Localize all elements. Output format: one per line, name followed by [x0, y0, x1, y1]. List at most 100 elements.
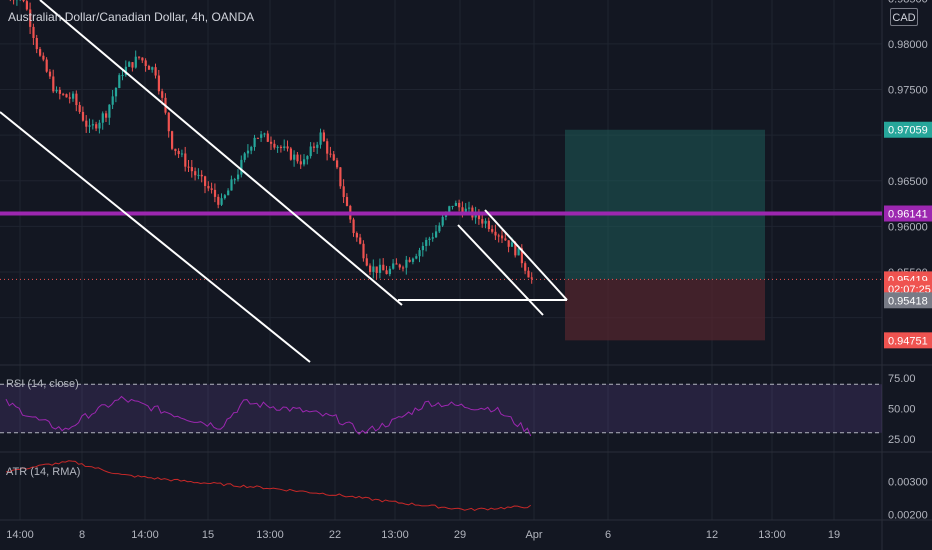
candle-body [167, 112, 170, 132]
candle-body [240, 159, 243, 175]
candle-body [260, 134, 263, 138]
price-badge [884, 292, 932, 309]
price-badge [884, 205, 932, 222]
candle-body [91, 124, 94, 126]
atr-tick-label: 0.00200 [888, 510, 928, 522]
candle-body [213, 189, 217, 197]
candle-body [418, 250, 421, 257]
price-badge-label: 0.95418 [888, 295, 928, 307]
candle-body [359, 237, 362, 244]
candle-body [299, 161, 302, 165]
candle-body [194, 171, 197, 176]
time-tick-label: 14:00 [131, 529, 159, 541]
candle-body [316, 144, 319, 148]
candle-body [392, 263, 395, 269]
candle-body [520, 248, 523, 264]
candle-body [35, 37, 38, 50]
candle-body [497, 235, 500, 237]
candle-body [448, 206, 451, 213]
candle-body [134, 56, 137, 68]
candle-body [458, 202, 461, 208]
candle-body [329, 153, 332, 155]
candle-body [111, 96, 114, 105]
candle-body [530, 277, 533, 279]
time-axis[interactable]: 14:00 8 14:00 15 13:00 22 13:00 29 Apr 6 12 13:00 19 [6, 529, 840, 541]
price-tick-label: 0.97500 [888, 85, 928, 97]
candle-body [352, 219, 355, 234]
candle-body [263, 133, 266, 135]
candle-body [121, 75, 124, 77]
candle-body [227, 190, 230, 196]
candle-body [81, 111, 85, 121]
candle-body [154, 67, 157, 76]
candle-body [250, 146, 253, 151]
candle-body [279, 146, 283, 148]
price-badge [884, 332, 932, 349]
candle-body [283, 146, 286, 148]
candle-body [332, 154, 335, 161]
candle-body [230, 179, 233, 191]
rsi-label[interactable]: RSI (14, close) [6, 378, 79, 390]
candle-body [517, 248, 520, 256]
candle-body [388, 268, 391, 275]
candle-body [345, 197, 349, 206]
candle-body [75, 93, 78, 106]
candle-body [428, 238, 431, 241]
candle-body [243, 153, 246, 160]
candle-body [174, 148, 177, 151]
candle-body [336, 160, 339, 168]
candle-body [253, 137, 256, 147]
candle-body [138, 56, 141, 58]
candle-body [161, 91, 164, 98]
candle-body [29, 9, 32, 27]
candle-body [256, 137, 259, 139]
candle-body [42, 55, 45, 60]
candle-body [395, 263, 398, 265]
candle-body [95, 124, 98, 129]
price-tick-label: 0.98500 [888, 0, 928, 5]
candle-body [151, 67, 154, 70]
candle-body [98, 122, 101, 129]
candle-body [461, 207, 464, 215]
trend-drawings[interactable] [0, 0, 882, 363]
candle-body [105, 113, 108, 118]
candle-body [171, 131, 174, 149]
candle-body [72, 93, 75, 99]
candle-body [184, 153, 187, 167]
price-axis[interactable]: 0.985000.980000.975000.965000.960000.955… [884, 0, 932, 522]
candle-body [375, 266, 378, 273]
time-tick-label: 8 [79, 529, 85, 541]
candle-body [131, 62, 134, 68]
candle-body [55, 89, 58, 92]
candle-body [293, 154, 296, 160]
price-badge-label: 0.97059 [888, 125, 928, 137]
candle-body [124, 66, 127, 76]
candle-body [88, 125, 91, 127]
candle-body [45, 59, 48, 72]
candle-body [237, 174, 240, 180]
symbol-title[interactable]: Australian Dollar/Canadian Dollar, 4h, O… [8, 10, 255, 24]
candle-body [415, 256, 418, 259]
atr-line [5, 460, 531, 512]
candle-body [507, 240, 510, 247]
atr-panel [5, 460, 531, 512]
price-tick-label: 0.98000 [888, 39, 928, 51]
candle-body [454, 202, 457, 206]
candle-body [385, 270, 388, 275]
rsi-panel [0, 383, 882, 437]
rsi-tick-label: 75.00 [888, 373, 916, 385]
candle-body [319, 132, 322, 145]
candle-body [303, 159, 306, 165]
currency-badge[interactable]: CAD [890, 8, 918, 26]
candle-body [118, 75, 121, 89]
time-tick-label: 6 [605, 529, 611, 541]
channel-lower-line [0, 111, 311, 363]
candle-body [68, 97, 71, 99]
candle-body [128, 62, 131, 67]
candle-body [157, 75, 160, 92]
time-tick-label: 14:00 [6, 529, 34, 541]
wedge-lower-line [457, 224, 544, 316]
atr-label[interactable]: ATR (14, RMA) [6, 466, 81, 478]
